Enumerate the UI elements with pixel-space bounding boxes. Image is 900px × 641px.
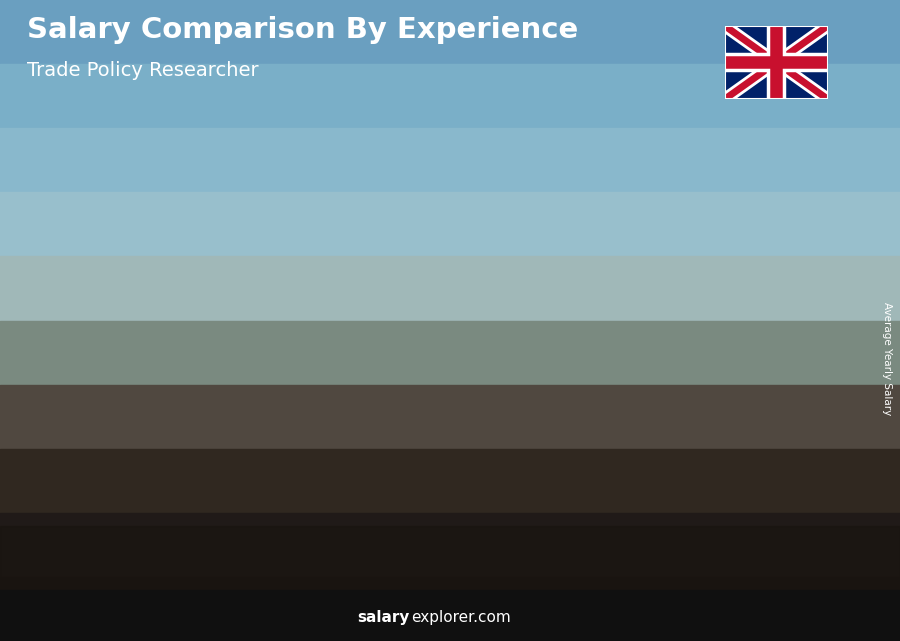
Text: explorer.com: explorer.com [411, 610, 511, 625]
Polygon shape [195, 391, 271, 393]
Text: +10%: +10% [657, 157, 716, 175]
Text: salary: salary [357, 610, 410, 625]
Text: +42%: +42% [135, 306, 194, 324]
Text: +23%: +23% [396, 192, 454, 210]
Polygon shape [394, 333, 401, 577]
Text: 76,100 GBP: 76,100 GBP [584, 243, 658, 256]
Polygon shape [65, 447, 70, 577]
Polygon shape [326, 335, 331, 577]
Bar [326, 335, 394, 577]
Text: 71,500 GBP: 71,500 GBP [454, 262, 527, 275]
Text: 44,300 GBP: 44,300 GBP [193, 375, 266, 388]
Text: 83,300 GBP: 83,300 GBP [715, 213, 788, 226]
Polygon shape [717, 231, 723, 577]
Polygon shape [132, 445, 140, 577]
Polygon shape [786, 229, 793, 577]
Bar [587, 261, 655, 577]
Text: Salary Comparison By Experience: Salary Comparison By Experience [27, 16, 578, 44]
Text: Average Yearly Salary: Average Yearly Salary [881, 303, 892, 415]
Polygon shape [264, 391, 271, 577]
Text: 58,200 GBP: 58,200 GBP [323, 317, 397, 330]
Polygon shape [525, 278, 532, 577]
Text: +6%: +6% [533, 193, 579, 211]
Bar [195, 393, 264, 577]
Text: Trade Policy Researcher: Trade Policy Researcher [27, 61, 258, 80]
Polygon shape [717, 229, 793, 231]
Polygon shape [655, 259, 662, 577]
Bar [717, 231, 786, 577]
Polygon shape [326, 333, 401, 335]
Bar [65, 447, 132, 577]
Polygon shape [456, 280, 462, 577]
Polygon shape [456, 278, 532, 280]
Text: +31%: +31% [266, 246, 324, 264]
Polygon shape [587, 261, 592, 577]
Polygon shape [195, 393, 201, 577]
Text: 31,200 GBP: 31,200 GBP [62, 429, 136, 442]
Bar [456, 280, 525, 577]
Polygon shape [65, 445, 140, 447]
Polygon shape [587, 259, 662, 261]
